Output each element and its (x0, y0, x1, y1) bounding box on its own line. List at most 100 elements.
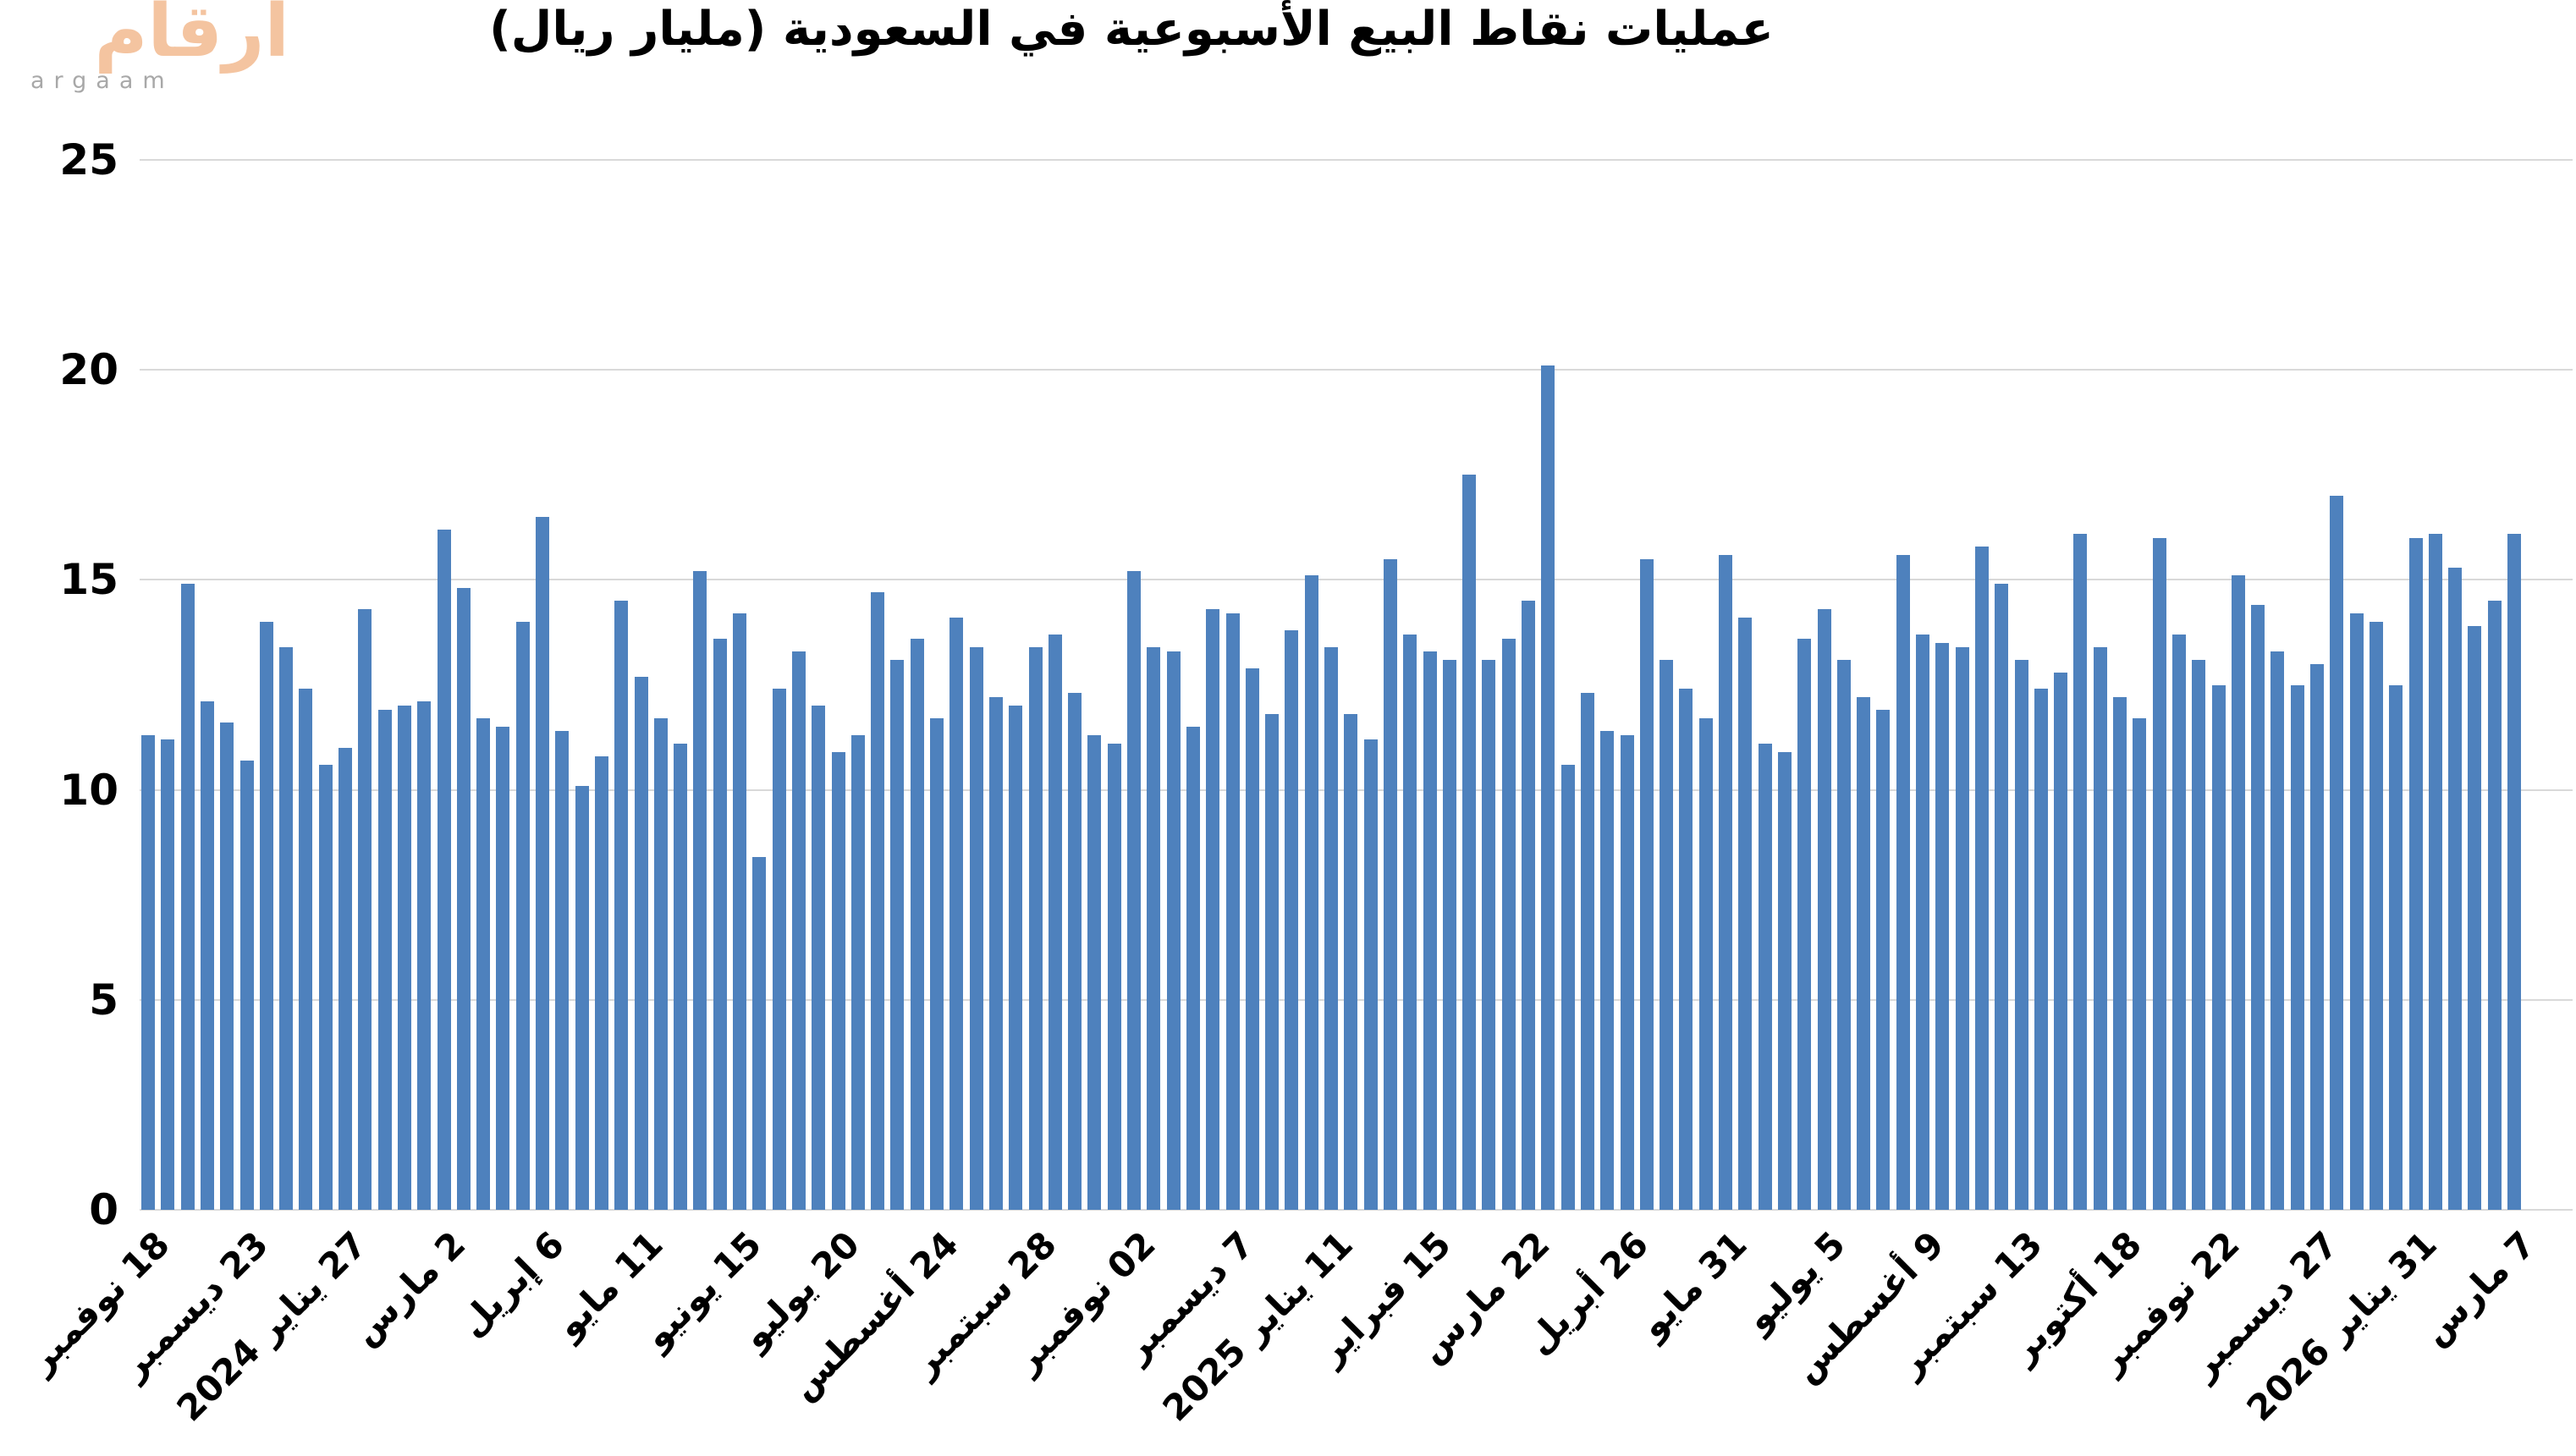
bar-week-36 (831, 751, 845, 1210)
bar-week-116 (2408, 537, 2423, 1210)
y-axis-label-5: 5 (89, 975, 118, 1025)
bar-week-58 (1265, 714, 1280, 1210)
y-axis-label-0: 0 (89, 1185, 118, 1234)
bar-week-18 (476, 718, 491, 1210)
bar-week-69 (1482, 659, 1496, 1210)
bar-week-100 (2093, 646, 2107, 1210)
bar-week-3 (180, 584, 195, 1210)
bar-week-121 (2507, 533, 2521, 1210)
bar-week-16 (437, 529, 451, 1210)
bar-week-120 (2487, 601, 2502, 1210)
bar-week-23 (575, 785, 589, 1210)
bar-week-118 (2448, 567, 2463, 1210)
bar-week-32 (752, 857, 767, 1210)
bar-week-64 (1383, 558, 1397, 1210)
bar-week-12 (358, 609, 372, 1210)
bar-week-119 (2468, 626, 2482, 1210)
bar-week-53 (1166, 651, 1181, 1210)
bar-week-108 (2251, 605, 2265, 1210)
bar-week-54 (1186, 727, 1200, 1210)
bar-week-11 (339, 747, 352, 1210)
argaam-logo-latin-text: argaam (30, 68, 174, 94)
bar-week-112 (2330, 496, 2344, 1210)
bar-week-49 (1087, 735, 1102, 1210)
y-axis-label-15: 15 (59, 555, 118, 605)
bar-week-42 (949, 618, 964, 1210)
y-axis-label-20: 20 (59, 345, 118, 395)
bar-week-101 (2113, 697, 2127, 1210)
bar-week-35 (812, 706, 826, 1210)
bar-week-79 (1679, 689, 1693, 1210)
bar-week-60 (1304, 575, 1318, 1210)
bar-week-82 (1738, 618, 1753, 1210)
bar-week-110 (2290, 684, 2304, 1210)
bar-week-89 (1876, 710, 1891, 1210)
bar-week-30 (713, 638, 727, 1210)
bar-week-29 (693, 571, 707, 1210)
bar-week-28 (674, 744, 688, 1210)
bar-week-21 (536, 516, 549, 1210)
bar-week-62 (1344, 714, 1358, 1210)
bar-week-73 (1560, 764, 1575, 1210)
bar-week-114 (2369, 622, 2383, 1210)
bar-week-52 (1147, 646, 1161, 1210)
y-axis-label-25: 25 (59, 135, 118, 184)
bar-week-61 (1324, 646, 1338, 1210)
bar-week-94 (1974, 546, 1989, 1210)
bar-week-19 (496, 727, 510, 1210)
bar-week-2 (161, 739, 175, 1210)
bar-week-75 (1600, 731, 1615, 1210)
bar-week-46 (1028, 646, 1043, 1210)
bar-week-14 (397, 706, 411, 1210)
bar-week-39 (890, 659, 905, 1210)
bar-week-80 (1698, 718, 1713, 1210)
bar-week-63 (1363, 739, 1378, 1210)
bar-week-1 (141, 735, 155, 1210)
bar-week-71 (1522, 601, 1535, 1210)
bar-week-68 (1462, 475, 1477, 1210)
bar-week-15 (417, 701, 432, 1210)
bar-week-117 (2428, 533, 2442, 1210)
bar-week-76 (1620, 735, 1634, 1210)
bar-week-98 (2054, 672, 2068, 1210)
bar-week-99 (2073, 533, 2088, 1210)
bar-week-9 (299, 689, 313, 1210)
bar-week-34 (791, 651, 806, 1210)
bar-week-77 (1639, 558, 1654, 1210)
bar-week-26 (634, 676, 648, 1210)
gridline-y-0 (140, 1209, 2573, 1211)
bar-week-55 (1206, 609, 1220, 1210)
bar-week-40 (910, 638, 924, 1210)
bar-week-78 (1660, 659, 1674, 1210)
bar-week-91 (1916, 634, 1929, 1210)
bar-week-70 (1501, 638, 1516, 1210)
bar-week-47 (1048, 634, 1062, 1210)
bar-week-87 (1836, 659, 1851, 1210)
bar-week-20 (515, 622, 530, 1210)
bar-week-41 (930, 718, 944, 1210)
bar-week-84 (1777, 751, 1792, 1210)
bar-week-59 (1285, 629, 1299, 1210)
bar-week-27 (653, 718, 668, 1210)
bar-week-13 (377, 710, 392, 1210)
bar-week-86 (1817, 609, 1831, 1210)
bar-week-85 (1797, 638, 1812, 1210)
bar-week-90 (1896, 554, 1910, 1210)
bar-week-50 (1107, 744, 1121, 1210)
gridline-y-15 (140, 579, 2573, 581)
bar-week-51 (1127, 571, 1141, 1210)
bar-week-67 (1442, 659, 1456, 1210)
argaam-logo-arabic-icon: أرقام (94, 0, 291, 74)
bar-week-4 (200, 701, 214, 1210)
bar-week-5 (220, 723, 234, 1210)
bar-week-74 (1580, 693, 1594, 1210)
bar-week-72 (1541, 365, 1555, 1210)
bar-week-48 (1068, 693, 1082, 1210)
bar-week-93 (1955, 646, 1969, 1210)
bar-week-83 (1758, 744, 1772, 1210)
bar-week-105 (2192, 659, 2206, 1210)
bar-week-7 (259, 622, 273, 1210)
bar-week-43 (969, 646, 983, 1210)
bar-week-97 (2034, 689, 2048, 1210)
